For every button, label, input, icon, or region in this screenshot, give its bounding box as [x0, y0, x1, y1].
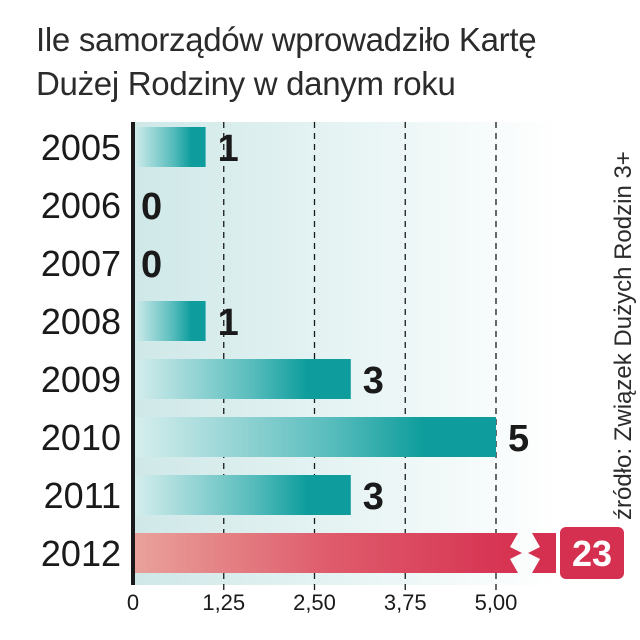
- bar: [133, 475, 351, 515]
- title-line-2: Dużej Rodziny w danym roku: [36, 65, 456, 102]
- bar: [133, 417, 496, 457]
- bar: [133, 533, 522, 573]
- source-note: źródło: Związek Dużych Rodzin 3+: [610, 151, 637, 520]
- category-label: 2005: [41, 127, 121, 168]
- value-label: 0: [141, 244, 162, 286]
- value-badge: [560, 527, 624, 579]
- value-label: 3: [363, 476, 384, 518]
- category-label: 2011: [44, 475, 121, 516]
- value-label: 3: [363, 360, 384, 402]
- category-label: 2012: [41, 533, 121, 574]
- category-label: 2008: [41, 301, 121, 342]
- value-label: 23: [572, 533, 612, 574]
- bar: [133, 301, 206, 341]
- bar: [133, 359, 351, 399]
- x-tick-label: 2,50: [293, 590, 336, 615]
- x-tick-label: 3,75: [384, 590, 427, 615]
- x-tick-label: 0: [127, 590, 139, 615]
- category-label: 2009: [41, 359, 121, 400]
- value-label: 1: [218, 302, 239, 344]
- x-tick-label: 1,25: [202, 590, 245, 615]
- x-tick-label: 5,00: [475, 590, 518, 615]
- category-label: 2010: [41, 417, 121, 458]
- bar: [133, 127, 206, 167]
- category-label: 2006: [41, 185, 121, 226]
- value-label: 5: [508, 418, 529, 460]
- title-line-1: Ile samorządów wprowadziło Kartę: [36, 21, 537, 58]
- value-label: 1: [218, 128, 239, 170]
- category-label: 2007: [41, 243, 121, 284]
- bar-continuation: [528, 533, 556, 573]
- chart-title: Ile samorządów wprowadziło Kartę Dużej R…: [36, 18, 576, 106]
- value-label: 0: [141, 186, 162, 228]
